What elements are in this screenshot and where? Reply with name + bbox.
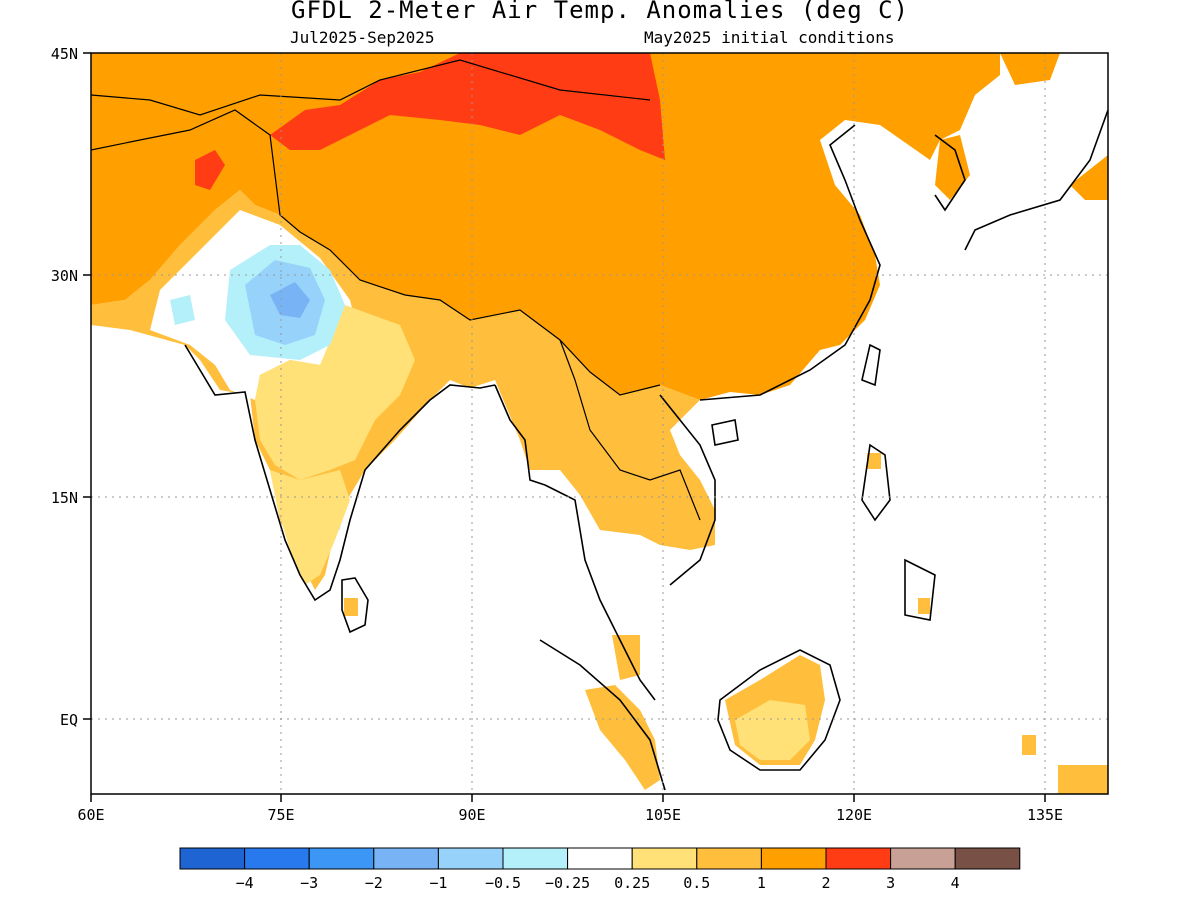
anomaly-region-sindh-cool	[170, 295, 195, 325]
anomaly-region-japan	[1070, 155, 1108, 200]
anomaly-sri-lanka	[344, 598, 358, 616]
lon-label-75e: 75E	[267, 806, 294, 824]
map-layers	[91, 53, 1108, 794]
colorbar-swatch	[437, 847, 504, 870]
lat-axis-labels: 45N 30N 15N EQ	[51, 45, 78, 729]
colorbar-swatch	[954, 847, 1021, 870]
bay-of-bengal-east-coast	[494, 384, 546, 486]
colorbar-label: −2	[365, 874, 383, 892]
lon-label-60e: 60E	[77, 806, 104, 824]
colorbar-label: −0.5	[485, 874, 521, 892]
lat-label-15n: 15N	[51, 489, 78, 507]
colorbar-swatch	[825, 847, 892, 870]
anomaly-region-nw-india-coolest	[270, 282, 310, 318]
colorbar-label: −4	[236, 874, 254, 892]
colorbar-label: −3	[300, 874, 318, 892]
lon-label-90e: 90E	[458, 806, 485, 824]
colorbar: −4 −3 −2 −1 −0.5 −0.25 0.25 0.5 1 2 3 4	[179, 847, 1021, 892]
anomaly-region-borneo-south	[735, 700, 810, 760]
anomaly-mindanao	[918, 598, 930, 614]
india-coastline	[184, 344, 496, 602]
colorbar-label: 0.5	[683, 874, 710, 892]
lon-label-120e: 120E	[836, 806, 872, 824]
colorbar-label: 4	[951, 874, 960, 892]
anomaly-region-afghanistan	[195, 150, 225, 190]
lat-label-eq: EQ	[60, 711, 78, 729]
lon-axis-labels: 60E 75E 90E 105E 120E 135E	[77, 806, 1063, 824]
mindanao-outline	[904, 558, 936, 621]
lon-label-105e: 105E	[645, 806, 681, 824]
anomaly-luzon	[867, 453, 881, 469]
borders-central-asia	[91, 59, 651, 116]
colorbar-label: 2	[821, 874, 830, 892]
graticule	[91, 53, 1108, 794]
forecast-period: Jul2025-Sep2025	[290, 28, 435, 47]
colorbar-label: 3	[886, 874, 895, 892]
colorbar-swatch	[696, 847, 762, 870]
lat-label-30n: 30N	[51, 267, 78, 285]
colorbar-label: −1	[429, 874, 447, 892]
colorbar-label: 1	[757, 874, 766, 892]
anomaly-new-guinea-a	[1022, 735, 1036, 755]
anomaly-new-guinea-b	[1058, 765, 1108, 794]
map-frame	[90, 52, 1109, 795]
map-title: GFDL 2-Meter Air Temp. Anomalies (deg C)	[291, 0, 909, 24]
anomaly-region-malay-peninsula	[612, 635, 640, 680]
coastlines	[91, 59, 1108, 791]
lon-label-135e: 135E	[1027, 806, 1063, 824]
colorbar-label: −0.25	[545, 874, 590, 892]
colorbar-swatch	[244, 847, 310, 870]
colorbar-swatch	[760, 847, 827, 870]
lat-label-45n: 45N	[51, 45, 78, 63]
borders-south-asia	[91, 109, 661, 396]
borders-indochina	[559, 339, 701, 521]
taiwan-outline	[861, 343, 881, 387]
anomaly-region-central-india	[255, 305, 415, 480]
anomaly-region-sumatra	[585, 685, 660, 790]
sri-lanka-outline	[341, 577, 369, 634]
china-coastline	[699, 124, 881, 401]
vietnam-coastline	[659, 394, 716, 586]
colorbar-swatch	[179, 847, 246, 870]
initial-conditions-label: May2025 initial conditions	[644, 28, 895, 47]
borneo-outline	[717, 649, 841, 771]
colorbar-swatch	[373, 847, 439, 870]
sumatra-outline	[539, 639, 666, 791]
hainan-outline	[711, 419, 739, 446]
colorbar-swatch	[308, 847, 375, 870]
anomaly-region-korea	[935, 135, 970, 200]
luzon-outline	[861, 443, 891, 522]
anomaly-region-peninsular-india	[270, 470, 350, 585]
axis-ticks	[83, 52, 1046, 802]
anomaly-region-mongolia	[270, 53, 665, 160]
korea-outline	[934, 134, 966, 212]
colorbar-swatch	[502, 847, 569, 870]
colorbar-swatch	[890, 847, 956, 870]
colorbar-swatch	[567, 847, 633, 870]
indochina-coastline	[544, 484, 656, 701]
japan-outline	[964, 109, 1108, 251]
colorbar-swatch	[631, 847, 698, 870]
colorbar-label: 0.25	[614, 874, 650, 892]
